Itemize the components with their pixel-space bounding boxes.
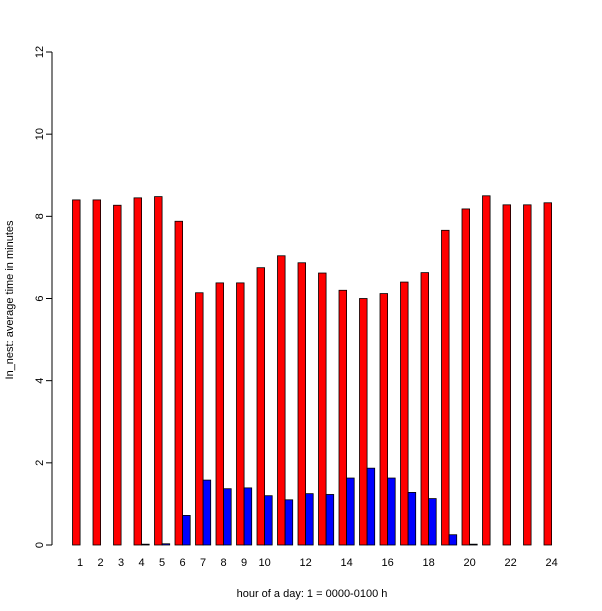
x-tick-label-5: 5	[159, 557, 165, 569]
x-tick-label-7: 7	[200, 557, 206, 569]
x-tick-label-6: 6	[180, 557, 186, 569]
bar-s2-15	[366, 467, 376, 546]
bar-s1-3	[113, 204, 122, 546]
x-tick-label-8: 8	[221, 557, 227, 569]
bar-s2-7	[202, 479, 212, 546]
y-tick-label-0: 0	[34, 542, 46, 548]
bar-s1-6	[174, 220, 183, 546]
bar-s1-15	[359, 298, 368, 546]
bar-s1-11	[277, 255, 286, 546]
bar-s1-20	[461, 208, 470, 546]
y-axis-label: In_nest: average time in minutes	[4, 220, 16, 379]
x-axis-label: hour of a day: 1 = 0000-0100 h	[237, 588, 388, 600]
x-axis: 1 2 3 4 5 6 7 8 9 10 12 14 16 18 20 22 24	[77, 557, 558, 569]
x-tick-label-24: 24	[545, 557, 557, 569]
bar-s1-14	[338, 289, 347, 546]
bar-s2-19	[448, 534, 458, 546]
x-tick-label-18: 18	[422, 557, 434, 569]
x-tick-label-4: 4	[139, 557, 145, 569]
bar-s1-7	[195, 292, 204, 546]
bar-s1-23	[523, 204, 532, 546]
y-tick-label-10: 10	[34, 128, 46, 140]
bar-s2-9	[243, 487, 253, 546]
bar-s1-12	[297, 262, 306, 546]
x-tick-label-16: 16	[381, 557, 393, 569]
bar-s2-17	[407, 492, 417, 546]
bar-s2-8	[223, 488, 232, 546]
bar-s1-13	[318, 272, 327, 546]
x-tick-label-22: 22	[504, 557, 516, 569]
bar-s1-16	[379, 293, 388, 546]
bar-s1-17	[400, 281, 409, 546]
bar-s2-12	[305, 493, 314, 546]
bar-s1-22	[502, 204, 511, 546]
x-tick-label-2: 2	[98, 557, 104, 569]
bar-s1-21	[482, 195, 491, 546]
bar-s1-24	[543, 202, 552, 546]
y-axis: 0 2 4 6 8 10 12	[34, 46, 53, 548]
y-tick-label-6: 6	[34, 295, 46, 301]
y-tick-label-8: 8	[34, 213, 46, 219]
x-tick-label-9: 9	[241, 557, 247, 569]
x-tick-label-14: 14	[340, 557, 352, 569]
bar-s1-8	[215, 282, 224, 546]
bar-s2-6	[182, 515, 191, 546]
bar-s1-4	[133, 197, 142, 546]
bar-s2-16	[387, 477, 396, 546]
x-tick-label-3: 3	[118, 557, 124, 569]
bar-s2-5	[161, 543, 171, 546]
bar-s2-18	[428, 498, 437, 546]
bar-s2-20	[469, 543, 478, 546]
y-tick-label-4: 4	[34, 378, 46, 384]
bar-s1-18	[420, 272, 429, 546]
bar-s1-10	[256, 267, 265, 546]
y-tick-label-2: 2	[34, 460, 46, 466]
x-tick-label-1: 1	[77, 557, 83, 569]
bar-s1-1	[72, 199, 81, 546]
bar-s1-19	[441, 229, 450, 546]
bar-s1-9	[236, 282, 245, 546]
bar-s2-4	[141, 543, 150, 546]
bar-s2-14	[346, 477, 355, 546]
bar-s1-2	[92, 199, 101, 546]
bar-s2-13	[325, 494, 335, 546]
bars-group	[72, 195, 552, 546]
bar-s2-11	[284, 499, 294, 546]
y-tick-label-12: 12	[34, 46, 46, 58]
bar-s1-5	[154, 196, 163, 546]
bar-s2-10	[264, 495, 273, 546]
x-tick-label-10: 10	[258, 557, 270, 569]
x-tick-label-20: 20	[463, 557, 475, 569]
x-tick-label-12: 12	[299, 557, 311, 569]
